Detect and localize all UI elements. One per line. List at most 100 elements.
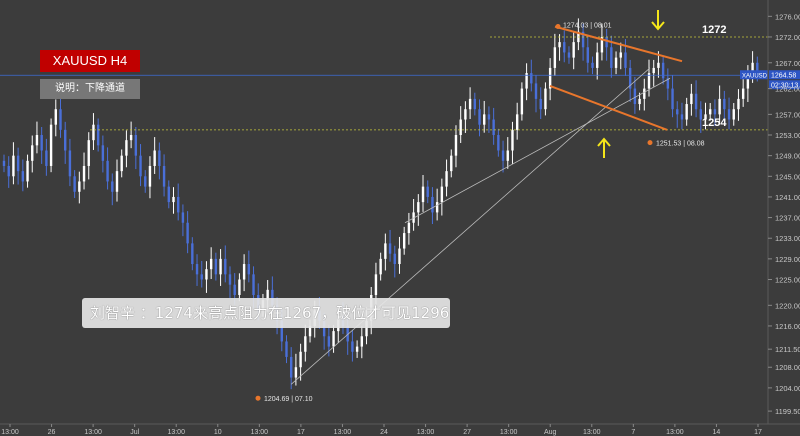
candle-body	[417, 202, 420, 213]
candle	[125, 130, 128, 168]
candle-body	[558, 42, 561, 48]
price-tag-value-box	[769, 70, 800, 80]
candle-body	[671, 88, 674, 110]
candle	[501, 140, 505, 173]
candle	[16, 147, 20, 185]
candle	[191, 237, 194, 271]
candle	[402, 226, 406, 255]
candle	[581, 23, 585, 61]
major-low-label: 1204.69 | 07.10	[264, 396, 313, 403]
candle-body	[567, 52, 571, 58]
candle	[195, 254, 199, 286]
candle	[417, 194, 420, 226]
candle	[741, 75, 745, 107]
swing-low-dot	[647, 140, 653, 146]
candle	[238, 273, 241, 302]
candle	[412, 199, 415, 231]
candle	[628, 59, 632, 102]
level-upper-label: 1272	[702, 24, 726, 36]
candle-body	[26, 160, 29, 182]
candle-body	[676, 109, 679, 115]
price-tag-symbol-box	[740, 70, 768, 80]
candle-body	[120, 155, 123, 172]
candle-body	[31, 145, 34, 161]
candle	[548, 58, 552, 101]
x-tick-label: 13:00	[417, 429, 435, 436]
candle-body	[501, 150, 505, 161]
candle-body	[610, 47, 613, 68]
candle-body	[247, 264, 251, 275]
candle	[473, 92, 477, 116]
candle	[638, 92, 641, 111]
candle-body	[515, 114, 519, 130]
x-tick-label: 13:00	[666, 429, 684, 436]
candle	[732, 103, 735, 126]
candle-body	[445, 171, 448, 187]
candle-body	[572, 42, 575, 58]
candle	[181, 204, 185, 237]
candle	[144, 170, 147, 193]
candle	[374, 262, 378, 305]
y-tick-label: 1225.00	[775, 276, 800, 285]
candle	[87, 132, 90, 180]
candle	[671, 75, 674, 118]
candle	[214, 252, 218, 281]
arrow-down-head	[651, 21, 665, 31]
candle	[49, 118, 53, 173]
candle-body	[355, 346, 359, 352]
candle-body	[464, 109, 467, 120]
candle	[600, 23, 604, 61]
candle-body	[732, 109, 735, 120]
y-tick-label: 1272.00	[775, 33, 800, 42]
candle	[2, 154, 6, 173]
candle	[129, 121, 133, 149]
candle	[209, 247, 213, 279]
candle-body	[7, 165, 10, 177]
candle-body	[167, 186, 170, 203]
candle-body	[657, 62, 660, 68]
candle-body	[40, 135, 43, 151]
candle-body	[539, 98, 542, 110]
candle-body	[308, 325, 312, 337]
y-tick-label: 1229.00	[775, 255, 800, 264]
x-tick-label: 14	[713, 429, 721, 436]
candle	[59, 95, 62, 138]
candle	[82, 152, 86, 190]
candle-body	[209, 258, 213, 270]
candle	[431, 187, 434, 225]
candle-body	[435, 202, 439, 213]
candle	[483, 100, 486, 133]
candle-body	[581, 31, 585, 48]
candle-body	[426, 186, 429, 197]
candle	[388, 229, 392, 262]
candle-body	[628, 67, 632, 89]
candle	[614, 51, 618, 75]
candle-body	[304, 336, 307, 352]
candle	[167, 180, 170, 209]
candle-body	[186, 222, 189, 244]
candle	[148, 156, 152, 199]
candle-body	[64, 129, 67, 151]
candle-body	[605, 36, 608, 48]
y-tick-label: 1249.00	[775, 152, 800, 161]
candle-body	[563, 42, 566, 53]
candle	[450, 149, 453, 178]
time-tag: 02:30:13	[771, 82, 798, 89]
candle	[106, 147, 109, 190]
candle	[440, 178, 444, 216]
candle	[605, 28, 608, 61]
candle-body	[214, 258, 218, 275]
candle-body	[374, 274, 378, 295]
candle-body	[723, 98, 726, 110]
x-tick-label: 27	[463, 429, 471, 436]
candle	[176, 183, 180, 221]
candle-body	[525, 73, 528, 89]
candle-body	[680, 114, 684, 120]
candle	[492, 107, 495, 145]
candle	[534, 75, 538, 113]
candle	[228, 266, 232, 299]
x-tick-label: 10	[214, 429, 222, 436]
x-tick-label: 26	[48, 429, 56, 436]
candle	[54, 99, 57, 137]
